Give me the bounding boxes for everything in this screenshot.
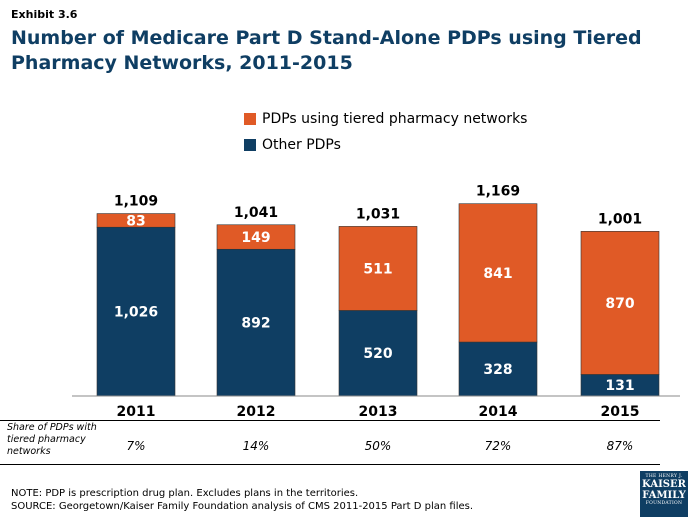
legend-swatch-tiered: [244, 113, 256, 125]
x-tick-2011: 2011: [117, 404, 156, 420]
chart-title: Number of Medicare Part D Stand-Alone PD…: [11, 27, 642, 74]
share-row-label: Share of PDPs with tiered pharmacy netwo…: [7, 422, 97, 457]
label-tiered-2015: 870: [605, 296, 634, 312]
x-tick-2012: 2012: [237, 404, 276, 420]
label-total-2014: 1,169: [476, 184, 520, 200]
x-tick-2015: 2015: [601, 404, 640, 420]
label-tiered-2014: 841: [483, 266, 512, 282]
footnotes: NOTE: PDP is prescription drug plan. Exc…: [11, 487, 473, 513]
legend-label-other: Other PDPs: [262, 137, 341, 153]
x-tick-2014: 2014: [479, 404, 518, 420]
bar-tiered-2015: [580, 231, 660, 375]
bar-tiered-2011: [96, 213, 176, 228]
share-value-2012: 14%: [242, 439, 270, 453]
label-other-2012: 892: [241, 316, 270, 332]
label-other-2015: 131: [605, 378, 634, 394]
logo-line-3: FOUNDATION: [645, 501, 683, 506]
share-value-2015: 87%: [606, 439, 634, 453]
logo-line-2a: KAISER: [642, 479, 686, 490]
logo-line-2b: FAMILY: [642, 490, 686, 501]
bar-other-2011: [96, 226, 176, 397]
legend: PDPs using tiered pharmacy networks Othe…: [244, 108, 527, 160]
bar-other-2013: [338, 310, 418, 397]
label-tiered-2013: 511: [363, 261, 392, 277]
x-tick-2013: 2013: [359, 404, 398, 420]
share-value-2011: 7%: [126, 439, 146, 453]
legend-item-tiered: PDPs using tiered pharmacy networks: [244, 108, 527, 130]
bar-other-2014: [458, 341, 538, 397]
share-value-2014: 72%: [484, 439, 512, 453]
label-tiered-2011: 83: [126, 213, 145, 229]
legend-item-other: Other PDPs: [244, 134, 527, 156]
stacked-bar-chart: 1,026 83 1,109 2011 892 149 1,041 2012 520 511 1,0…: [72, 184, 680, 420]
exhibit-label: Exhibit 3.6: [11, 8, 78, 21]
label-tiered-2012: 149: [241, 230, 270, 246]
note-text: NOTE: PDP is prescription drug plan. Exc…: [11, 488, 359, 499]
bar-tiered-2014: [458, 203, 538, 343]
bar-tiered-2012: [216, 224, 296, 250]
kff-logo: THE HENRY J. KAISER FAMILY FOUNDATION: [640, 471, 688, 517]
legend-label-tiered: PDPs using tiered pharmacy networks: [262, 111, 528, 127]
label-other-2014: 328: [483, 362, 512, 378]
logo-line-1: THE HENRY J.: [645, 474, 683, 479]
label-total-2011: 1,109: [114, 194, 158, 210]
label-total-2015: 1,001: [598, 211, 642, 227]
legend-swatch-other: [244, 139, 256, 151]
share-value-2013: 50%: [364, 439, 392, 453]
label-total-2012: 1,041: [234, 205, 278, 221]
share-row-top-rule: [0, 420, 660, 421]
bar-tiered-2013: [338, 226, 418, 311]
share-row: 7% 14% 50% 72% 87%: [0, 416, 698, 464]
share-row-bottom-rule: [0, 464, 660, 465]
label-other-2011: 1,026: [114, 305, 158, 321]
source-text: SOURCE: Georgetown/Kaiser Family Foundat…: [11, 501, 474, 512]
label-total-2013: 1,031: [356, 206, 400, 222]
label-other-2013: 520: [363, 346, 392, 362]
